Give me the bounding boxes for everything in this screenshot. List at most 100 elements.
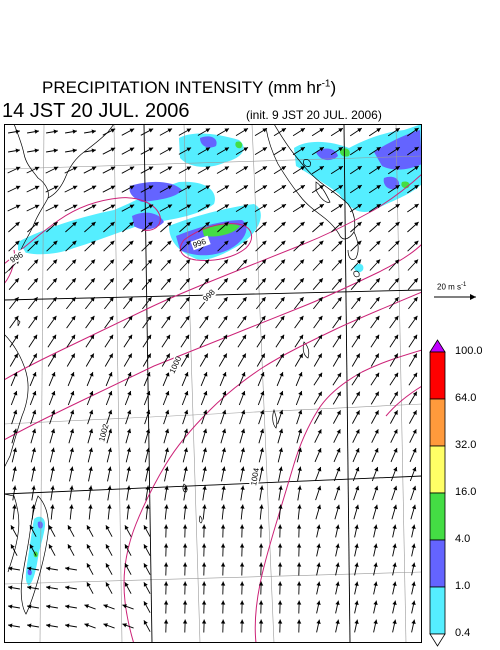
wind-arrow	[83, 166, 97, 174]
wind-arrow	[88, 504, 93, 520]
wind-arrow	[123, 353, 133, 367]
wind-arrow	[316, 562, 321, 576]
wind-arrow	[371, 466, 379, 482]
wind-arrow	[313, 372, 323, 386]
wind-arrow	[296, 562, 302, 576]
wind-arrow	[334, 504, 341, 520]
wind-arrow	[335, 581, 340, 595]
wind-arrow	[66, 296, 76, 310]
wind-arrow	[141, 221, 153, 233]
wind-arrow	[293, 259, 305, 271]
wind-arrow	[9, 353, 19, 367]
wind-arrow	[11, 409, 18, 425]
wind-arrow	[389, 353, 399, 367]
wind-arrow	[368, 146, 382, 156]
wind-arrow	[220, 562, 226, 576]
wind-arrow	[145, 466, 150, 482]
wind-arrow	[50, 485, 55, 501]
wind-arrow	[12, 504, 17, 520]
wind-arrow	[354, 543, 359, 557]
chart-title: PRECIPITATION INTENSITY (mm hr-1)	[42, 78, 337, 97]
wind-arrow	[46, 278, 58, 290]
wind-arrow	[294, 315, 304, 329]
wind-arrow	[411, 619, 416, 633]
legend-below-triangle	[429, 633, 446, 647]
wind-arrow	[373, 619, 378, 633]
wind-arrow	[333, 447, 341, 463]
legend-label-32: 32.0	[455, 439, 477, 451]
wind-arrow	[258, 562, 264, 576]
wind-arrow	[333, 410, 341, 424]
wind-arrow	[26, 166, 40, 174]
wind-arrow	[84, 129, 96, 134]
wind-arrow	[278, 504, 283, 520]
wind-arrow	[67, 371, 75, 387]
wind-arrow	[45, 204, 59, 212]
wind-arrow	[351, 296, 361, 310]
wind-arrow	[69, 466, 74, 482]
wind-arrow	[235, 185, 249, 193]
wind-arrow	[8, 221, 20, 233]
wind-arrow	[182, 562, 188, 576]
wind-arrow	[316, 543, 321, 557]
wind-arrow	[335, 524, 340, 538]
wind-arrow	[48, 525, 56, 537]
wind-arrow	[46, 623, 58, 628]
wind-arrow	[161, 334, 171, 348]
wind-arrow	[126, 485, 131, 501]
wind-arrow	[292, 127, 306, 137]
wind-arrow	[335, 543, 340, 557]
wind-arrow	[314, 447, 322, 463]
wind-arrow	[370, 334, 380, 348]
wind-arrow	[256, 353, 266, 367]
wind-arrow	[65, 240, 77, 252]
wind-arrow	[296, 619, 302, 633]
wind-arrow	[182, 428, 189, 444]
wind-arrow	[275, 296, 285, 310]
wind-arrow	[69, 504, 74, 520]
wind-arrow	[368, 184, 382, 194]
wind-arrow	[373, 562, 378, 576]
wind-arrow	[369, 221, 381, 233]
wind-arrow	[159, 204, 173, 212]
wind-arrow	[159, 185, 173, 193]
wind-arrow	[311, 127, 325, 137]
wind-arrow	[387, 203, 401, 213]
wind-arrow	[296, 428, 303, 444]
wind-arrow	[48, 371, 56, 387]
wind-arrow	[390, 447, 398, 463]
wind-arrow	[180, 334, 190, 348]
wind-arrow	[201, 600, 207, 614]
wind-arrow	[293, 221, 305, 233]
wind-arrow	[107, 485, 112, 501]
wind-arrow	[258, 600, 264, 614]
wind-arrow	[31, 504, 36, 520]
wind-arrow	[86, 371, 94, 387]
wind-arrow	[257, 390, 265, 406]
wind-arrow	[316, 619, 321, 633]
wind-arrow	[295, 371, 303, 387]
wind-arrow	[46, 585, 58, 590]
wind-arrow	[47, 334, 57, 348]
wind-arrow	[88, 466, 93, 482]
wind-arrow	[258, 447, 264, 463]
wind-arrow	[332, 334, 342, 348]
wind-arrow	[274, 240, 286, 252]
wind-arrow	[335, 619, 340, 633]
wind-arrow	[255, 259, 267, 271]
wind-arrow	[258, 409, 265, 425]
wind-arrow	[105, 544, 113, 556]
wind-arrow	[316, 600, 321, 614]
wind-arrow	[388, 278, 400, 290]
wind-arrow	[103, 240, 115, 252]
wind-arrow	[202, 504, 207, 520]
wind-arrow	[315, 485, 322, 501]
wind-arrow	[27, 240, 39, 252]
wind-arrow	[201, 562, 207, 576]
wind-arrow	[200, 390, 208, 406]
wind-arrow	[125, 428, 132, 444]
wind-arrow	[239, 562, 245, 576]
wind-arrow	[254, 147, 268, 155]
wind-arrow	[349, 165, 363, 175]
